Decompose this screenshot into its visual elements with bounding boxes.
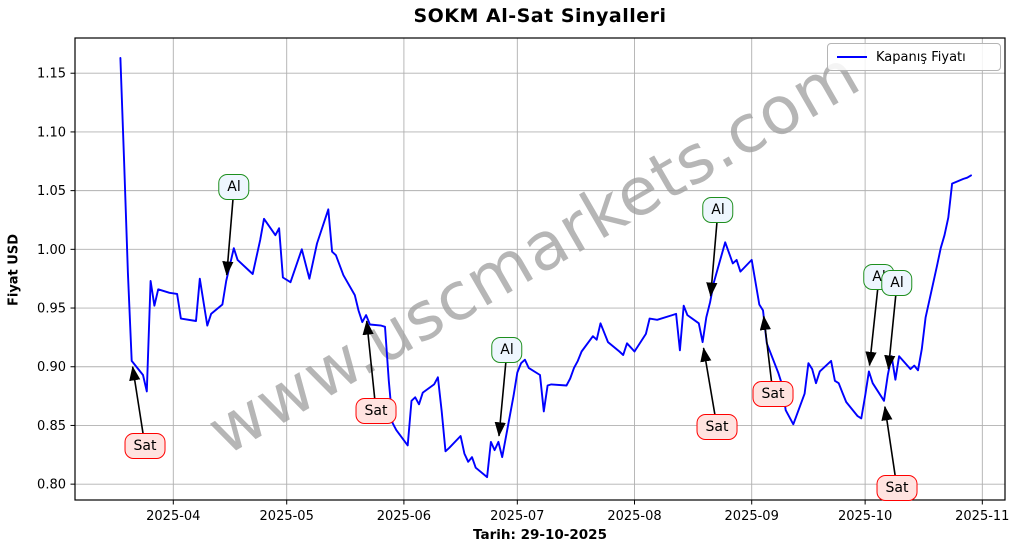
x-tick-label: 2025-10 (838, 509, 892, 524)
y-tick-label: 0.85 (37, 419, 66, 434)
signal-arrow-sat (129, 366, 146, 447)
signal-arrow-al (494, 349, 508, 437)
signal-badge-sat: Sat (124, 432, 166, 460)
price-line (119, 57, 972, 479)
x-axis-label: Tarih: 29-10-2025 (473, 527, 607, 543)
signal-badge-al: Al (702, 196, 734, 224)
x-tick-label: 2025-08 (607, 509, 661, 524)
signal-arrow-sat (700, 347, 718, 428)
signal-arrow-sat (881, 405, 898, 489)
y-tick-label: 1.00 (37, 243, 66, 258)
y-tick-label: 1.05 (37, 184, 66, 199)
chart-title: SOKM Al-Sat Sinyalleri (413, 5, 667, 27)
y-tick-label: 1.15 (37, 67, 66, 82)
x-tick-label: 2025-04 (146, 509, 200, 524)
signal-badge-al: Al (491, 336, 523, 364)
x-tick-label: 2025-05 (260, 509, 314, 524)
signal-badge-sat: Sat (752, 380, 794, 408)
x-tick-label: 2025-11 (955, 509, 1009, 524)
y-tick-label: 0.95 (37, 302, 66, 317)
signal-arrow-al (706, 209, 719, 297)
x-tick-label: 2025-09 (725, 509, 779, 524)
signal-arrow-al (222, 186, 235, 276)
signal-arrow-sat (362, 320, 377, 412)
signal-badge-al: Al (881, 269, 913, 297)
signal-badge-sat: Sat (355, 397, 397, 425)
signal-arrow-al (884, 282, 898, 370)
signal-badge-sat: Sat (876, 474, 918, 502)
x-tick-label: 2025-07 (490, 509, 544, 524)
legend: Kapanış Fiyatı (827, 43, 1001, 71)
signal-badge-sat: Sat (696, 413, 738, 441)
y-tick-label: 0.90 (37, 360, 66, 375)
y-tick-label: 1.10 (37, 125, 66, 140)
legend-label: Kapanış Fiyatı (876, 49, 966, 65)
y-tick-label: 0.80 (37, 478, 66, 493)
signal-badge-al: Al (218, 173, 250, 201)
legend-line-sample (837, 56, 867, 58)
x-tick-label: 2025-06 (377, 509, 431, 524)
signal-arrow-al (865, 276, 880, 367)
